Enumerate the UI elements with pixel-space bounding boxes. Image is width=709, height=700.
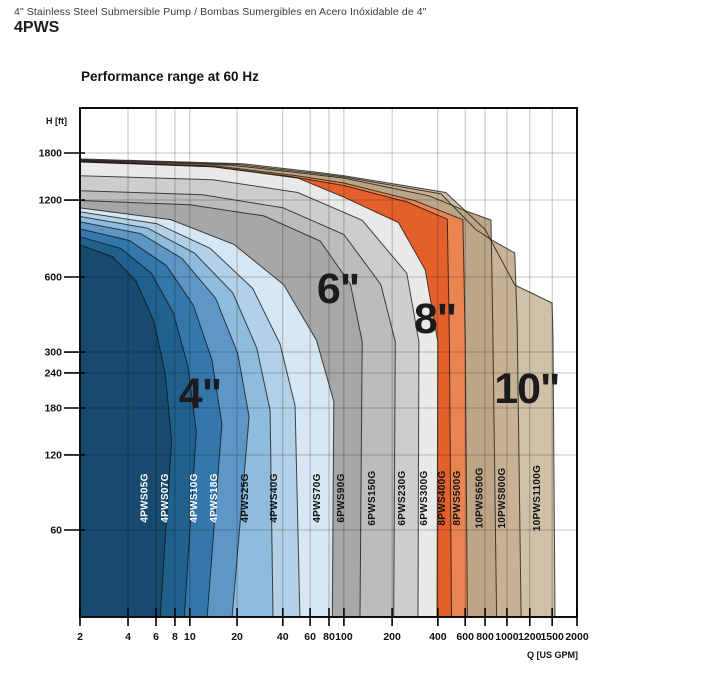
outline-10PWS1100G bbox=[79, 158, 556, 618]
outline-6PWS90G bbox=[79, 200, 363, 618]
y-tick-label-120: 120 bbox=[44, 449, 62, 461]
envelope-4PWS05G bbox=[80, 245, 172, 617]
size-label-4: 4" bbox=[179, 370, 221, 418]
page-title: 4PWS bbox=[14, 19, 60, 36]
outline-4PWS70G bbox=[79, 207, 335, 618]
x-tick-label-400: 400 bbox=[429, 631, 447, 643]
pump-label-4PWS07G: 4PWS07G bbox=[160, 473, 171, 522]
pump-label-8PWS400G: 8PWS400G bbox=[437, 470, 448, 525]
pump-label-4PWS40G: 4PWS40G bbox=[269, 473, 280, 522]
region-fills bbox=[80, 158, 555, 618]
pump-label-4PWS25G: 4PWS25G bbox=[240, 473, 251, 522]
pump-label-4PWS70G: 4PWS70G bbox=[312, 473, 323, 522]
size-labels: 4" 6" 8" 10" bbox=[179, 265, 561, 418]
outline-4PWS25G bbox=[79, 216, 274, 618]
x-tick-label-60: 60 bbox=[304, 631, 316, 643]
y-axis-label: H [ft] bbox=[46, 116, 67, 126]
y-tick-label-180: 180 bbox=[44, 403, 62, 415]
y-tick-label-60: 60 bbox=[50, 525, 62, 537]
x-tick-label-600: 600 bbox=[456, 631, 474, 643]
pump-label-4PWS10G: 4PWS10G bbox=[189, 473, 200, 522]
x-tick-label-1500: 1500 bbox=[540, 631, 564, 643]
x-tick-label-6: 6 bbox=[153, 631, 159, 643]
pump-label-10PWS1100G: 10PWS1100G bbox=[532, 465, 543, 531]
pump-label-6PWS300G: 6PWS300G bbox=[419, 470, 430, 525]
pump-label-6PWS90G: 6PWS90G bbox=[336, 473, 347, 522]
y-tick-label-1200: 1200 bbox=[39, 195, 63, 207]
pump-label-4PWS18G: 4PWS18G bbox=[209, 473, 220, 522]
x-tick-label-20: 20 bbox=[231, 631, 243, 643]
y-tick-label-600: 600 bbox=[44, 271, 62, 283]
outline-4PWS40G bbox=[79, 211, 301, 618]
size-label-10: 10" bbox=[494, 365, 559, 413]
y-axis: H [ft] 1800 1200 600 300 240 180 120 60 bbox=[39, 116, 85, 537]
x-tick-label-1200: 1200 bbox=[518, 631, 542, 643]
x-tick-label-1000: 1000 bbox=[495, 631, 519, 643]
x-axis: 2 4 6 8 10 20 40 60 80 100 200 400 600 800 1000 1200 150… bbox=[77, 608, 589, 660]
outline-10PWS650G bbox=[79, 159, 498, 618]
outline-4PWS10G bbox=[79, 228, 223, 618]
size-label-8: 8" bbox=[414, 295, 456, 343]
x-tick-label-40: 40 bbox=[277, 631, 289, 643]
product-line-title: 4" Stainless Steel Submersible Pump / Bo… bbox=[14, 6, 427, 18]
pump-labels: 4PWS05G 4PWS07G 4PWS10G 4PWS18G 4PWS25G 4PWS4… bbox=[139, 465, 543, 531]
outline-8PWS400G bbox=[79, 161, 452, 618]
x-tick-label-100: 100 bbox=[335, 631, 353, 643]
x-tick-label-80: 80 bbox=[323, 631, 335, 643]
pump-label-6PWS150G: 6PWS150G bbox=[367, 470, 378, 525]
x-tick-label-8: 8 bbox=[172, 631, 178, 643]
pump-label-10PWS650G: 10PWS650G bbox=[474, 467, 485, 528]
pump-label-6PWS230G: 6PWS230G bbox=[397, 470, 408, 525]
x-tick-label-4: 4 bbox=[125, 631, 131, 643]
x-tick-label-2000: 2000 bbox=[565, 631, 589, 643]
region-outlines bbox=[79, 158, 556, 618]
x-tick-label-200: 200 bbox=[383, 631, 401, 643]
outline-6PWS150G bbox=[79, 190, 396, 618]
pump-label-10PWS800G: 10PWS800G bbox=[497, 467, 508, 528]
outline-6PWS230G bbox=[79, 175, 420, 618]
x-tick-label-2: 2 bbox=[77, 631, 83, 643]
outline-4PWS07G bbox=[79, 236, 197, 618]
outline-4PWS18G bbox=[79, 221, 250, 618]
outline-10PWS800G bbox=[79, 159, 522, 618]
pump-label-8PWS500G: 8PWS500G bbox=[452, 470, 463, 525]
x-tick-label-10: 10 bbox=[184, 631, 196, 643]
outline-4PWS05G bbox=[79, 244, 173, 618]
chart-title: Performance range at 60 Hz bbox=[81, 69, 259, 84]
outline-8PWS500G bbox=[79, 160, 468, 618]
y-tick-label-240: 240 bbox=[44, 367, 62, 379]
y-tick-label-1800: 1800 bbox=[39, 147, 63, 159]
x-axis-label: Q [US GPM] bbox=[527, 650, 578, 660]
x-tick-label-800: 800 bbox=[476, 631, 494, 643]
size-label-6: 6" bbox=[317, 265, 359, 313]
y-tick-label-300: 300 bbox=[44, 347, 62, 359]
pump-label-4PWS05G: 4PWS05G bbox=[139, 473, 150, 522]
